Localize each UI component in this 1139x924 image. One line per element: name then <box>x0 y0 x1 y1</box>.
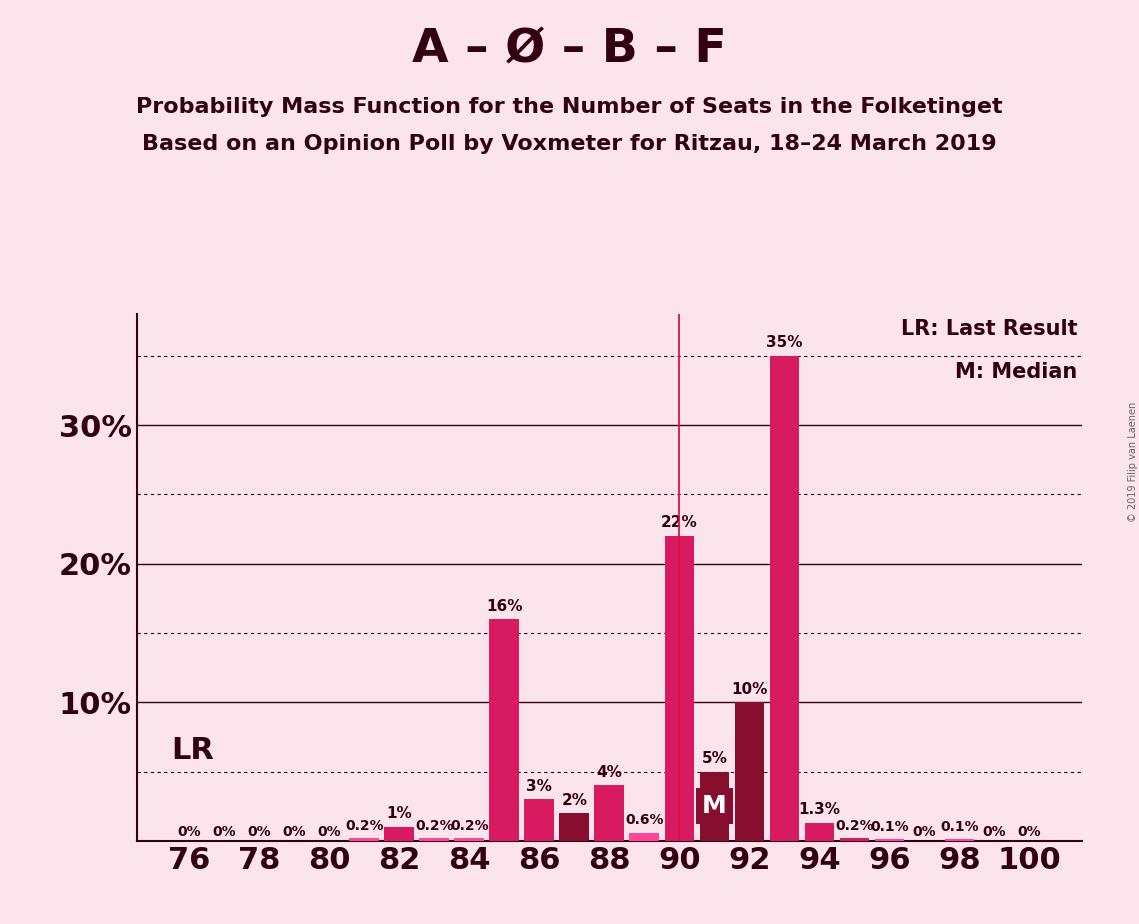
Text: 4%: 4% <box>597 765 622 780</box>
Bar <box>804 822 835 841</box>
Text: 0%: 0% <box>318 825 341 839</box>
Bar <box>384 827 415 841</box>
Bar <box>524 799 555 841</box>
Text: 0.2%: 0.2% <box>835 819 874 833</box>
Text: A – Ø – B – F: A – Ø – B – F <box>412 28 727 73</box>
Text: 0%: 0% <box>178 825 200 839</box>
Text: 35%: 35% <box>767 335 803 350</box>
Text: Based on an Opinion Poll by Voxmeter for Ritzau, 18–24 March 2019: Based on an Opinion Poll by Voxmeter for… <box>142 134 997 154</box>
Text: 3%: 3% <box>526 779 552 794</box>
Bar <box>699 772 729 841</box>
Bar <box>454 838 484 841</box>
Text: 2%: 2% <box>562 793 588 808</box>
Text: M: Median: M: Median <box>956 361 1077 382</box>
Text: 5%: 5% <box>702 751 728 766</box>
Bar <box>630 833 659 841</box>
Bar <box>770 356 800 841</box>
Text: LR: Last Result: LR: Last Result <box>901 320 1077 339</box>
Text: 0.2%: 0.2% <box>415 819 453 833</box>
Bar <box>735 702 764 841</box>
Bar <box>944 839 974 841</box>
Text: 0%: 0% <box>912 825 936 839</box>
Text: LR: LR <box>172 736 214 765</box>
Text: 1%: 1% <box>386 807 412 821</box>
Bar <box>839 838 869 841</box>
Bar <box>595 785 624 841</box>
Bar <box>664 536 695 841</box>
Text: 0%: 0% <box>282 825 306 839</box>
Text: 10%: 10% <box>731 682 768 697</box>
Text: 0.1%: 0.1% <box>870 820 909 833</box>
Text: M: M <box>702 795 727 818</box>
Bar <box>490 619 519 841</box>
Text: 0%: 0% <box>247 825 271 839</box>
Text: 22%: 22% <box>661 516 698 530</box>
Text: 0.2%: 0.2% <box>450 819 489 833</box>
Text: 0%: 0% <box>212 825 236 839</box>
Text: 1.3%: 1.3% <box>798 802 841 818</box>
Text: 16%: 16% <box>486 599 523 614</box>
Text: 0.2%: 0.2% <box>345 819 384 833</box>
Bar <box>875 839 904 841</box>
Text: 0.6%: 0.6% <box>625 813 664 827</box>
Text: © 2019 Filip van Laenen: © 2019 Filip van Laenen <box>1129 402 1138 522</box>
Text: Probability Mass Function for the Number of Seats in the Folketinget: Probability Mass Function for the Number… <box>137 97 1002 117</box>
Text: 0.1%: 0.1% <box>940 820 978 833</box>
Bar <box>559 813 589 841</box>
Text: 0%: 0% <box>983 825 1007 839</box>
Text: 0%: 0% <box>1018 825 1041 839</box>
Bar <box>419 838 449 841</box>
Bar <box>350 838 379 841</box>
